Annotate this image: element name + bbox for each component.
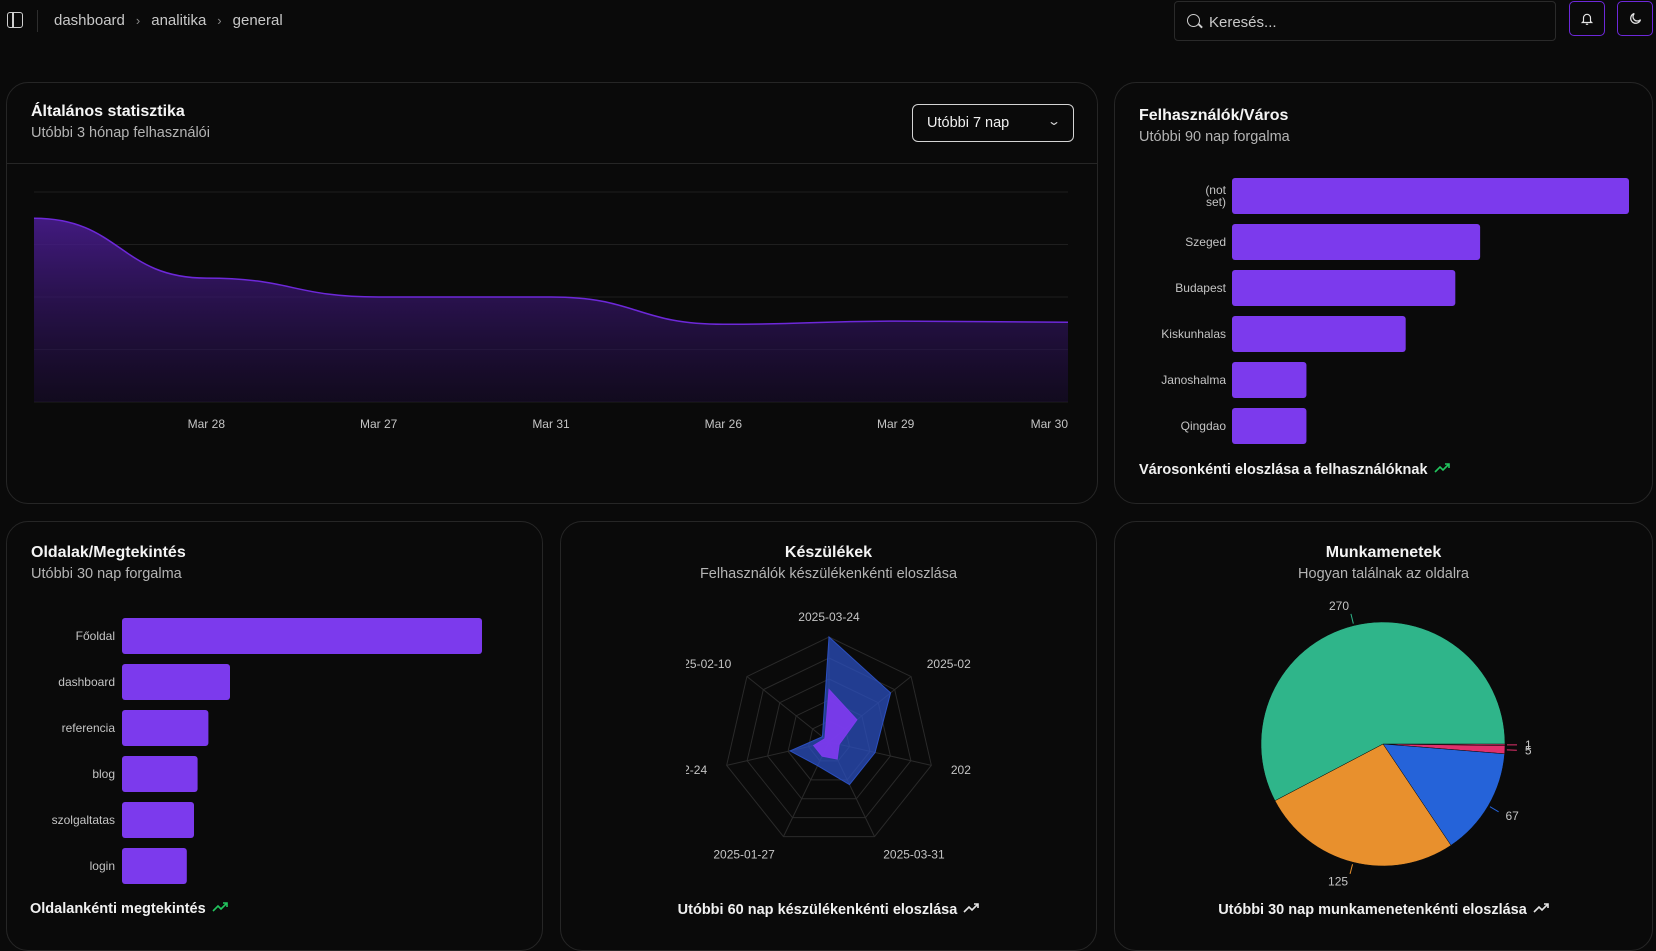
moon-icon	[1628, 11, 1643, 26]
area-fill	[34, 218, 1068, 402]
divider	[7, 163, 1097, 164]
bar	[1232, 270, 1455, 306]
devices-footer: Utóbbi 60 nap készülékenkénti eloszlása	[560, 902, 1097, 918]
bar	[122, 710, 208, 746]
pie-leader-line	[1490, 807, 1499, 812]
bar-label: set)	[1206, 195, 1226, 209]
bar	[1232, 178, 1629, 214]
bar	[1232, 362, 1306, 398]
bar	[122, 848, 187, 884]
trending-up-icon	[212, 901, 228, 913]
bar-label: referencia	[62, 721, 116, 735]
theme-toggle-button[interactable]	[1617, 1, 1653, 36]
search-icon	[1187, 14, 1200, 27]
bar	[122, 664, 230, 700]
card-subtitle: Felhasználók készülékenkénti eloszlása	[561, 566, 1096, 582]
bar-label: Kiskunhalas	[1161, 327, 1226, 341]
x-tick-label: Mar 30	[1031, 417, 1069, 431]
bar-label: Szeged	[1185, 235, 1226, 249]
range-select-value: Utóbbi 7 nap	[927, 115, 1009, 131]
x-tick-label: Mar 31	[532, 417, 570, 431]
notifications-button[interactable]	[1569, 1, 1605, 36]
x-tick-label: Mar 28	[188, 417, 226, 431]
chevron-right-icon: ›	[217, 13, 221, 28]
bar-label: Főoldal	[76, 629, 115, 643]
card-title: Általános statisztika	[31, 103, 210, 121]
breadcrumb: dashboard › analitika › general	[54, 12, 283, 29]
bar	[122, 618, 482, 654]
trending-up-icon	[963, 902, 979, 914]
radar-axis-label: 2025	[951, 763, 971, 777]
bar-label: Janoshalma	[1161, 373, 1226, 387]
bar-label: szolgaltatas	[52, 813, 115, 827]
cities-footer: Városonkénti eloszlása a felhasználóknak	[1139, 462, 1450, 478]
card-subtitle: Utóbbi 90 nap forgalma	[1139, 129, 1290, 145]
area-chart: Mar 28 Mar 27 Mar 31 Mar 26 Mar 29 Mar 30	[34, 184, 1074, 434]
card-footer-text: Utóbbi 30 nap munkamenetenkénti eloszlás…	[1218, 902, 1527, 918]
card-footer-text: Utóbbi 60 nap készülékenkénti eloszlása	[678, 902, 958, 918]
bar-label: login	[90, 859, 115, 873]
bar	[1232, 316, 1406, 352]
divider	[37, 10, 38, 32]
bar	[122, 802, 194, 838]
range-select[interactable]: Utóbbi 7 nap ⌄	[912, 104, 1074, 142]
trending-up-icon	[1533, 902, 1549, 914]
chevron-down-icon: ⌄	[1047, 114, 1061, 128]
sidebar-toggle-icon[interactable]	[7, 12, 23, 28]
card-subtitle: Utóbbi 30 nap forgalma	[31, 566, 186, 582]
bar-label: blog	[92, 767, 115, 781]
card-subtitle: Utóbbi 3 hónap felhasználói	[31, 125, 210, 141]
radar-axis-label: 2025-02	[927, 657, 971, 671]
breadcrumb-item[interactable]: general	[233, 12, 283, 29]
top-bar: dashboard › analitika › general	[0, 0, 1656, 44]
search-box[interactable]	[1174, 1, 1556, 41]
card-footer-text: Városonkénti eloszlása a felhasználóknak	[1139, 462, 1428, 478]
pie-label: 67	[1505, 809, 1519, 823]
radar-axis-label: 25-02-10	[686, 657, 732, 671]
radar-axis-label: 2-24	[686, 763, 707, 777]
bar	[1232, 224, 1480, 260]
bar-label: Budapest	[1175, 281, 1226, 295]
card-subtitle: Hogyan találnak az oldalra	[1115, 566, 1652, 582]
pie-label: 270	[1329, 599, 1349, 613]
breadcrumb-item[interactable]: analitika	[151, 12, 206, 29]
radar-axis-label: 2025-03-24	[798, 610, 860, 624]
pie-leader-line	[1350, 864, 1352, 874]
chevron-right-icon: ›	[136, 13, 140, 28]
x-tick-label: Mar 26	[705, 417, 743, 431]
trending-up-icon	[1434, 462, 1450, 474]
devices-radar-chart: 2025-03-24 2025-02 2025 2025-03-31 2025-01-2…	[686, 610, 971, 860]
pages-footer: Oldalankénti megtekintés	[30, 901, 228, 917]
bell-icon	[1580, 12, 1594, 26]
cities-bar-chart: (notset)SzegedBudapestKiskunhalasJanosha…	[1114, 170, 1653, 445]
bar	[122, 756, 198, 792]
pie-label: 125	[1328, 875, 1348, 886]
radar-axis-label: 2025-01-27	[713, 848, 775, 860]
bar	[1232, 408, 1306, 444]
pie-label: 5	[1525, 744, 1532, 758]
radar-axis-label: 2025-03-31	[883, 848, 945, 860]
breadcrumb-item[interactable]: dashboard	[54, 12, 125, 29]
card-footer-text: Oldalankénti megtekintés	[30, 901, 206, 917]
pages-bar-chart: Főoldal dashboard referencia blog szolgaltat…	[6, 610, 543, 885]
card-title: Felhasználók/Város	[1139, 107, 1290, 125]
sessions-footer: Utóbbi 30 nap munkamenetenkénti eloszlás…	[1114, 902, 1653, 918]
bar-label: Qingdao	[1181, 419, 1227, 433]
pie-leader-line	[1351, 614, 1353, 624]
card-title: Készülékek	[561, 544, 1096, 562]
card-title: Oldalak/Megtekintés	[31, 544, 186, 562]
card-title: Munkamenetek	[1115, 544, 1652, 562]
x-tick-label: Mar 27	[360, 417, 398, 431]
x-tick-label: Mar 29	[877, 417, 915, 431]
bar-label: dashboard	[58, 675, 115, 689]
search-input[interactable]	[1209, 11, 1539, 33]
